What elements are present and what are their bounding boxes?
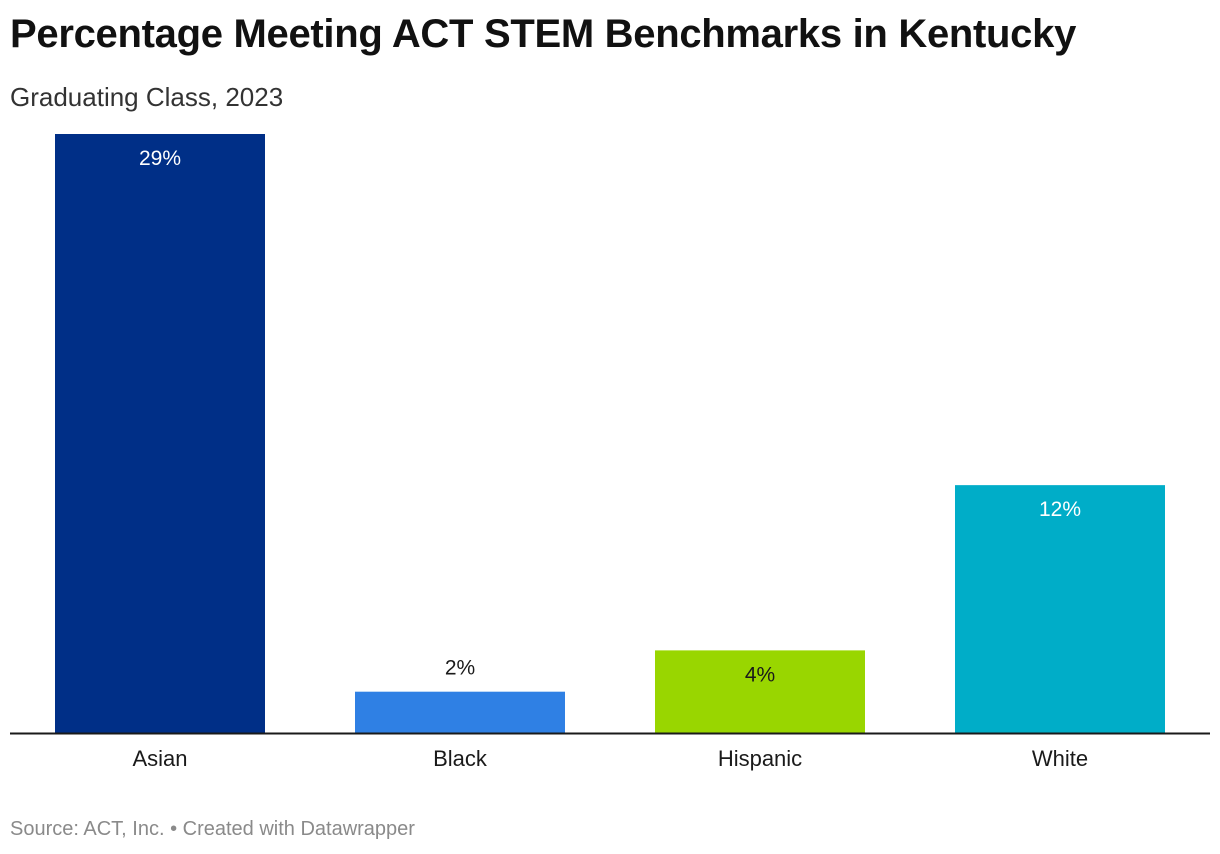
category-label-asian: Asian: [132, 746, 187, 771]
bar-asian: [55, 134, 265, 733]
value-label-white: 12%: [1039, 498, 1081, 521]
bar-hispanic: [655, 650, 865, 733]
chart-title: Percentage Meeting ACT STEM Benchmarks i…: [10, 12, 1077, 56]
value-label-asian: 29%: [139, 147, 181, 170]
source-note: Source: ACT, Inc. • Created with Datawra…: [10, 818, 415, 840]
category-label-white: White: [1032, 746, 1088, 771]
bar-white: [955, 485, 1165, 733]
bar-black: [355, 691, 565, 733]
value-label-black: 2%: [445, 657, 475, 680]
value-label-hispanic: 4%: [745, 663, 775, 686]
category-label-hispanic: Hispanic: [718, 746, 802, 771]
chart-subtitle: Graduating Class, 2023: [10, 82, 284, 112]
category-label-black: Black: [433, 746, 488, 771]
